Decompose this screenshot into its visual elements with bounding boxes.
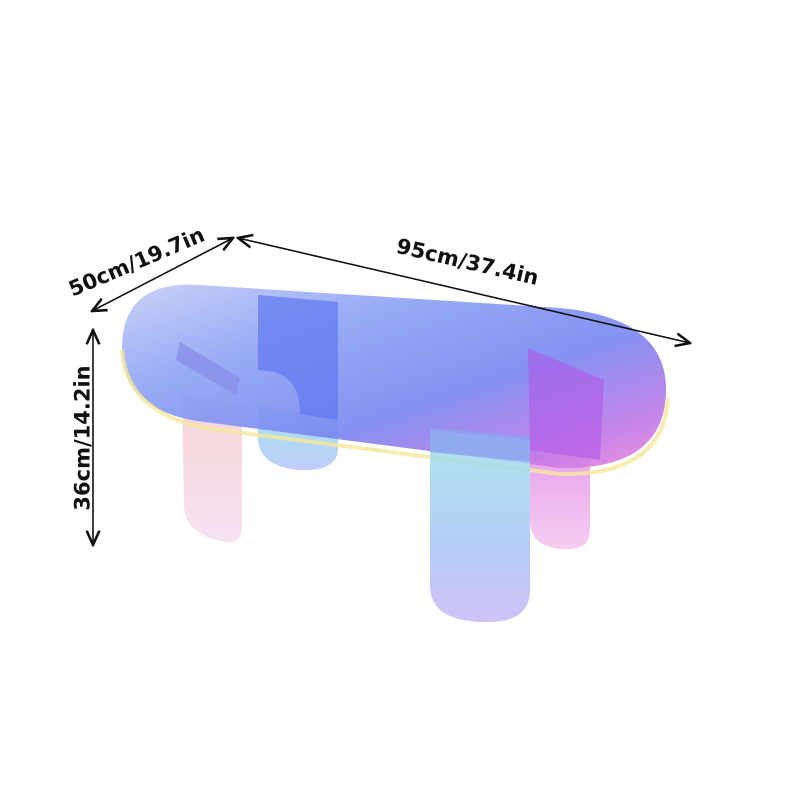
table-fin-left: [176, 342, 240, 395]
table-top-edge: [120, 349, 670, 477]
height-label: 36cm/14.2in: [70, 365, 95, 511]
length-arrow: [238, 238, 690, 343]
table-fin-front: [430, 428, 530, 462]
table-leg-front: [430, 430, 530, 623]
table-fin-right: [528, 348, 604, 460]
width-arrow: [92, 238, 233, 311]
